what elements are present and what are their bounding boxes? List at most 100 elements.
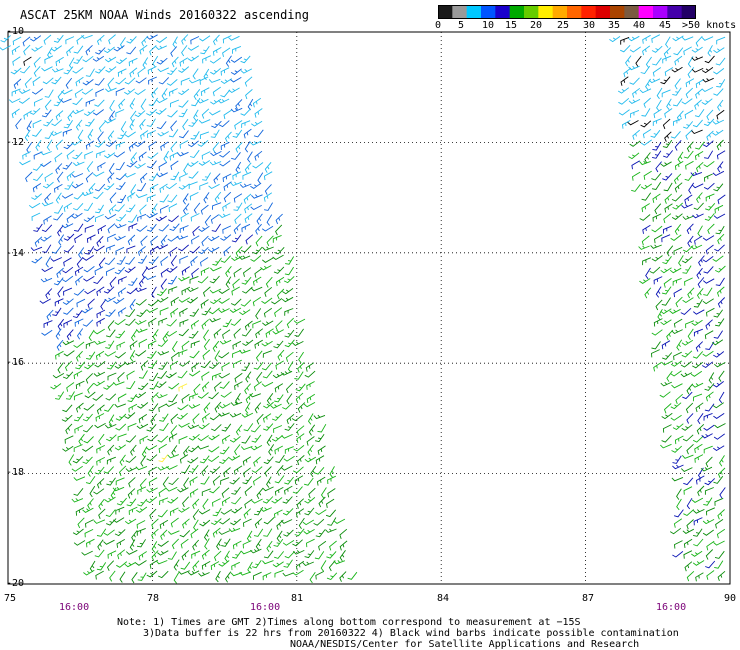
wind-barb (271, 435, 283, 442)
wind-barb (660, 381, 672, 387)
wind-barb (255, 328, 264, 339)
wind-barb (151, 87, 159, 99)
wind-barb (263, 550, 274, 559)
wind-barb (705, 549, 714, 560)
wind-barb (196, 98, 209, 104)
wind-barb (43, 118, 54, 127)
wind-barb (87, 465, 94, 477)
wind-barb (117, 131, 127, 140)
wind-barb (313, 414, 326, 420)
wind-barb (264, 162, 272, 173)
time-label-1: 16:00 (59, 602, 90, 613)
wind-barb (116, 181, 126, 191)
wind-barb (62, 161, 73, 170)
wind-barb (72, 456, 84, 464)
wind-barb (714, 560, 724, 569)
wind-barb (192, 498, 200, 510)
wind-barb (671, 445, 683, 453)
wind-barb (642, 224, 651, 234)
wind-barb (661, 286, 672, 295)
wind-barb (170, 120, 178, 132)
wind-barb (683, 509, 695, 517)
wind-barb (74, 318, 84, 327)
lat-label--14: -14 (6, 248, 25, 259)
wind-barb (167, 276, 178, 285)
wind-barb (202, 172, 211, 181)
wind-barb (200, 360, 211, 369)
wind-barb (651, 255, 663, 262)
wind-barb (25, 171, 33, 183)
wind-barb (214, 350, 220, 362)
wind-barb (228, 527, 241, 533)
wind-barb (242, 339, 254, 347)
wind-barb (117, 433, 127, 441)
wind-barb (707, 223, 715, 235)
wind-barb (117, 371, 125, 383)
wind-barb (89, 485, 96, 498)
wind-barb (620, 36, 630, 45)
wind-barb (134, 89, 146, 96)
wind-barb (188, 330, 199, 339)
wind-barb (114, 223, 127, 229)
wind-barb (683, 538, 693, 548)
wind-barb (198, 160, 211, 166)
note-line-3: NOAA/NESDIS/Center for Satellite Applica… (290, 639, 640, 650)
wind-barb (182, 496, 190, 508)
wind-barb (157, 351, 170, 356)
wind-barb (55, 110, 64, 121)
wind-barb (238, 255, 251, 260)
wind-barb (149, 508, 157, 520)
wind-barb (94, 99, 105, 107)
wind-barb (670, 360, 682, 367)
wind-barb (663, 47, 672, 58)
wind-barb (245, 371, 252, 383)
wind-barb (713, 475, 724, 484)
wind-barb (158, 487, 167, 498)
wind-barb (672, 423, 684, 431)
wind-barb (263, 401, 274, 409)
wind-barb (244, 213, 253, 224)
wind-barb (189, 149, 200, 159)
wind-barb (167, 235, 179, 242)
wind-barb (244, 383, 251, 395)
wind-barb (648, 78, 661, 84)
wind-barb (202, 286, 211, 297)
wind-barb (126, 245, 136, 254)
wind-barb (198, 422, 210, 430)
wind-barb (655, 286, 662, 298)
wind-barb (274, 551, 285, 559)
wind-barb (149, 45, 157, 56)
wind-barb (208, 183, 220, 190)
wind-barb (189, 191, 199, 201)
wind-barb (138, 551, 147, 561)
wind-barb (93, 371, 106, 377)
wind-barb (264, 466, 272, 477)
wind-barb (701, 86, 714, 93)
wind-barb (684, 194, 693, 205)
wind-barb (298, 351, 304, 364)
wind-barb (94, 266, 104, 276)
wind-barb (253, 361, 264, 370)
wind-barb (705, 560, 716, 569)
wind-barb (256, 413, 264, 425)
wind-barb (218, 288, 230, 294)
wind-barb (673, 351, 682, 361)
wind-barb (63, 350, 75, 357)
wind-barb (703, 118, 715, 127)
wind-barb (126, 380, 136, 390)
wind-barb (167, 110, 178, 118)
wind-barb (74, 223, 84, 232)
wind-barb (276, 519, 284, 530)
wind-barb (159, 194, 169, 203)
wind-barb (623, 67, 632, 78)
wind-barb (225, 266, 232, 278)
wind-barb (65, 423, 73, 435)
wind-barb (82, 319, 94, 327)
wind-barb (97, 539, 104, 551)
wind-barb (183, 477, 190, 489)
wind-barb (254, 518, 263, 529)
wind-barb (106, 361, 117, 370)
wind-barb (129, 340, 138, 351)
wind-barb (202, 349, 211, 360)
wind-barb (41, 202, 54, 207)
